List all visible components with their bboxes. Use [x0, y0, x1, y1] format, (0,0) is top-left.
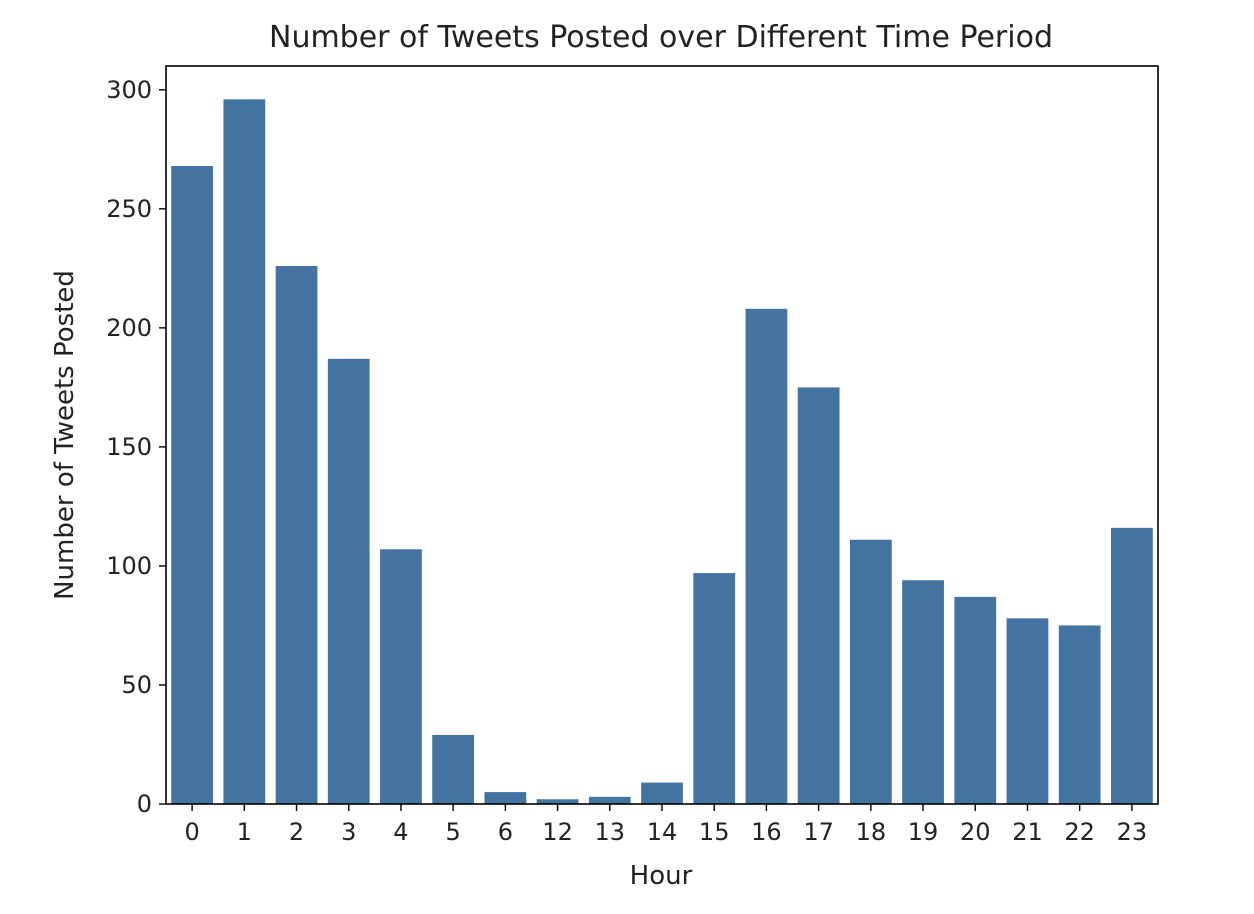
y-tick-label: 50: [121, 671, 152, 699]
bar-hour-5: [432, 734, 475, 804]
y-tick-label: 200: [106, 314, 152, 342]
bar-hour-19: [902, 580, 944, 804]
chart-title: Number of Tweets Posted over Different T…: [269, 20, 1053, 55]
bar-hour-0: [171, 165, 213, 805]
x-tick-label: 23: [1117, 818, 1148, 846]
bar-hour-14: [641, 782, 683, 804]
bar-hour-15: [693, 573, 736, 804]
x-axis-label: Hour: [630, 861, 693, 891]
bars-layer: [171, 99, 1153, 805]
y-tick-label: 150: [106, 433, 152, 461]
x-tick-label: 0: [184, 818, 199, 846]
x-tick-label: 14: [647, 818, 678, 846]
plot-frame: [165, 65, 1159, 805]
x-tick-label: 5: [446, 818, 461, 846]
y-tick-label: 100: [106, 552, 152, 580]
bar-hour-23: [1111, 527, 1153, 804]
x-tick-label: 6: [498, 818, 513, 846]
y-tick-label: 250: [106, 195, 152, 223]
x-tick-label: 19: [908, 818, 939, 846]
bar-hour-18: [849, 539, 892, 804]
bar-hour-1: [223, 99, 266, 804]
bar-hour-13: [588, 796, 631, 804]
y-tick-label: 0: [137, 790, 152, 818]
bar-hour-20: [954, 596, 997, 804]
y-tick-label: 300: [106, 76, 152, 104]
x-tick-label: 15: [699, 818, 730, 846]
bar-hour-3: [327, 358, 370, 804]
y-axis-label: Number of Tweets Posted: [50, 270, 80, 600]
x-tick-label: 20: [960, 818, 991, 846]
x-tick-label: 12: [542, 818, 573, 846]
x-tick-label: 22: [1064, 818, 1095, 846]
y-axis-ticks: 0 50 100 150 200 250 300: [106, 76, 166, 818]
bar-hour-21: [1006, 618, 1049, 804]
x-tick-label: 13: [595, 818, 626, 846]
x-axis-ticks: 0 1 2 3 4 5 6 12 13 14 15 16 17 18 19 20 21 22 23: [184, 804, 1147, 846]
x-tick-label: 1: [237, 818, 252, 846]
x-tick-label: 21: [1012, 818, 1043, 846]
bar-hour-17: [797, 387, 840, 804]
bar-hour-4: [380, 549, 422, 804]
x-tick-label: 16: [751, 818, 782, 846]
bar-hour-16: [745, 308, 788, 804]
x-tick-label: 18: [856, 818, 887, 846]
bar-hour-6: [484, 792, 527, 804]
x-tick-label: 2: [289, 818, 304, 846]
x-tick-label: 4: [393, 818, 408, 846]
x-tick-label: 17: [803, 818, 834, 846]
bar-hour-12: [536, 799, 579, 804]
bar-hour-2: [275, 265, 318, 805]
bar-hour-22: [1058, 625, 1101, 804]
x-tick-label: 3: [341, 818, 356, 846]
